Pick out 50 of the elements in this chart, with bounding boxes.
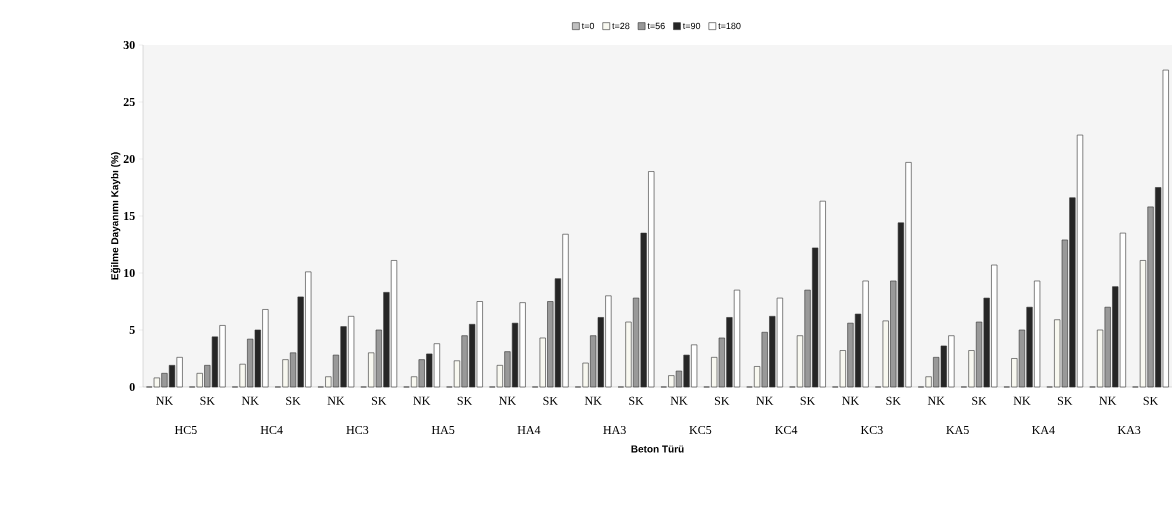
y-tick-label: 30	[123, 40, 135, 50]
x-tick-label: NK	[413, 396, 431, 405]
x-tick-label: SK	[543, 396, 558, 405]
x-tick-label: SK	[1143, 396, 1159, 405]
x-tick-label: NK	[241, 396, 259, 405]
text: KA4	[1032, 426, 1055, 434]
x-tick-label: SK	[972, 396, 987, 405]
x-tick-label: NK	[156, 396, 173, 405]
x-tick-label: SK	[286, 396, 301, 405]
legend-label: t=0	[581, 22, 595, 30]
y-tick-label: 25	[123, 97, 135, 107]
x-tick-label: SK	[200, 396, 215, 405]
legend-label: t=180	[718, 22, 741, 30]
x-tick-label: SK	[886, 396, 901, 405]
text: HA5	[431, 425, 455, 435]
x-tick-label: NK	[670, 396, 688, 405]
x-tick-label: SK	[1057, 396, 1073, 405]
text: KC3	[860, 425, 883, 435]
x-tick-label: SK	[457, 396, 473, 405]
x-axis-title: Beton Türü	[631, 445, 684, 453]
x-tick-label: NK	[842, 396, 859, 405]
legend-label: t=56	[647, 22, 665, 30]
legend-label: t=28	[612, 22, 630, 30]
text: HC3	[346, 425, 369, 435]
y-tick-label: 0	[129, 382, 135, 392]
x-tick-label: NK	[927, 396, 945, 405]
text: KA5	[946, 425, 969, 435]
x-tick-label: NK	[327, 396, 345, 405]
text: KC4	[775, 425, 798, 435]
y-axis-title: Eğilme Dayanımı Kaybı (%)	[110, 152, 121, 280]
x-tick-label: NK	[1013, 396, 1031, 405]
legend-label: t=90	[682, 22, 701, 30]
x-tick-label: NK	[584, 396, 602, 405]
x-tick-label: NK	[1099, 396, 1117, 405]
x-tick-label: SK	[629, 396, 644, 405]
y-tick-label: 20	[123, 154, 135, 164]
text: HA4	[517, 426, 541, 434]
y-tick-label: 10	[124, 268, 135, 278]
text: HC4	[260, 425, 283, 435]
y-tick-label: 15	[124, 211, 135, 221]
x-tick-label: SK	[371, 396, 387, 405]
y-tick-label: 5	[129, 326, 135, 334]
text: KA3	[1117, 425, 1141, 435]
text: KC5	[689, 425, 712, 435]
text: HA3	[603, 425, 626, 435]
x-tick-label: SK	[714, 396, 730, 405]
text: HC5	[174, 425, 197, 435]
x-tick-label: NK	[499, 396, 516, 405]
x-tick-label: SK	[800, 396, 816, 405]
x-tick-label: NK	[756, 396, 774, 405]
